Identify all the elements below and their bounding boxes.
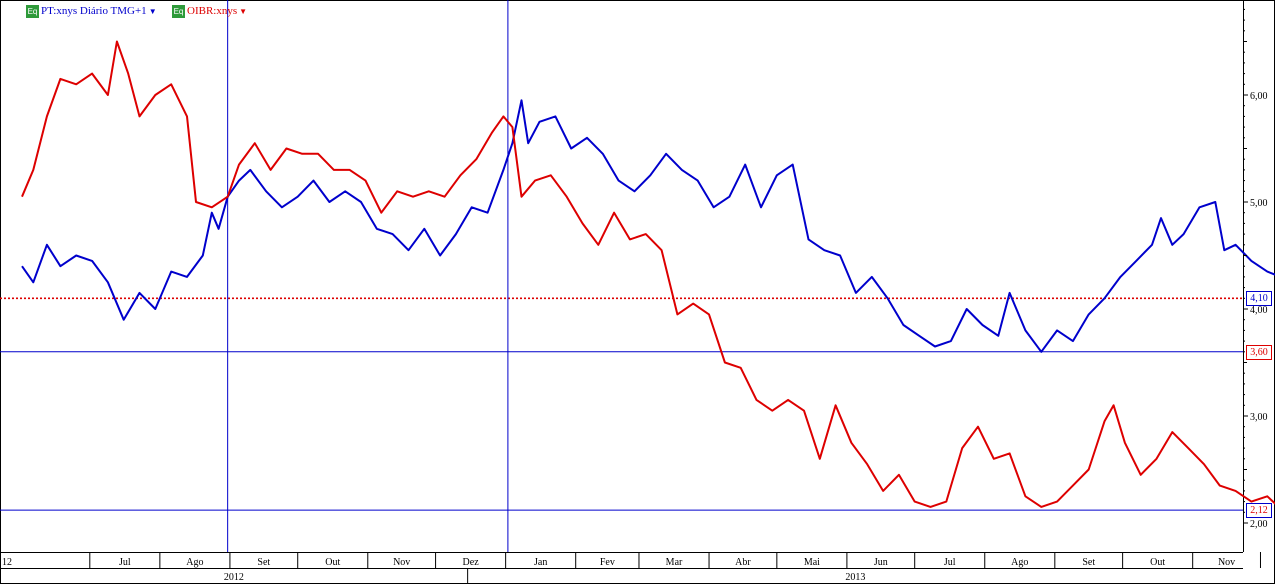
x-month-label: Abr: [735, 557, 751, 568]
dropdown-arrow-icon[interactable]: ▼: [148, 6, 157, 16]
x-month-label: Set: [1082, 557, 1095, 568]
x-month-label: Mai: [804, 557, 820, 568]
price-label-pt-last: 4,10: [1246, 291, 1272, 307]
x-month-label: Nov: [393, 557, 410, 568]
y-tick-label: 2,00: [1250, 519, 1268, 530]
y-tick-label: 6,00: [1250, 91, 1268, 102]
x-month-label: Jan: [534, 557, 547, 568]
x-month-label: Ago: [1011, 557, 1028, 568]
equity-badge-icon: Eq: [172, 4, 185, 18]
dropdown-arrow-icon[interactable]: ▼: [239, 6, 248, 16]
price-label-oibr-last: 2,12: [1246, 503, 1272, 519]
x-month-label: Jul: [119, 557, 131, 568]
equity-badge-icon: Eq: [26, 4, 39, 18]
x-month-label: Jun: [874, 557, 888, 568]
x-month-label: Set: [257, 557, 270, 568]
x-year-label: 2012: [224, 572, 244, 583]
legend-label-pt: PT:xnys Diário TMG+1: [41, 5, 147, 17]
x-month-label: Fev: [600, 557, 615, 568]
legend-item-pt[interactable]: Eq PT:xnys Diário TMG+1 ▼: [26, 4, 157, 18]
x-year-label: 2013: [845, 572, 865, 583]
x-month-label: Dez: [463, 557, 480, 568]
x-month-label: Out: [325, 557, 340, 568]
y-tick-label: 4,00: [1250, 305, 1268, 316]
x-month-label: Out: [1150, 557, 1165, 568]
legend-item-oibr[interactable]: Eq OIBR:xnys ▼: [172, 4, 247, 18]
legend-label-oibr: OIBR:xnys: [187, 5, 238, 17]
x-month-label: Nov: [1218, 557, 1235, 568]
y-tick-label: 5,00: [1250, 198, 1268, 209]
x-month-label: Ago: [186, 557, 203, 568]
x-month-label: Jul: [944, 557, 956, 568]
x-month-label: Mar: [666, 557, 683, 568]
price-label-level-360: 3,60: [1246, 344, 1272, 360]
series-line-pt[interactable]: [21, 99, 1275, 353]
series-line-oibr[interactable]: [21, 40, 1275, 508]
y-tick-label: 3,00: [1250, 412, 1268, 423]
x-month-label: 12: [2, 557, 12, 568]
